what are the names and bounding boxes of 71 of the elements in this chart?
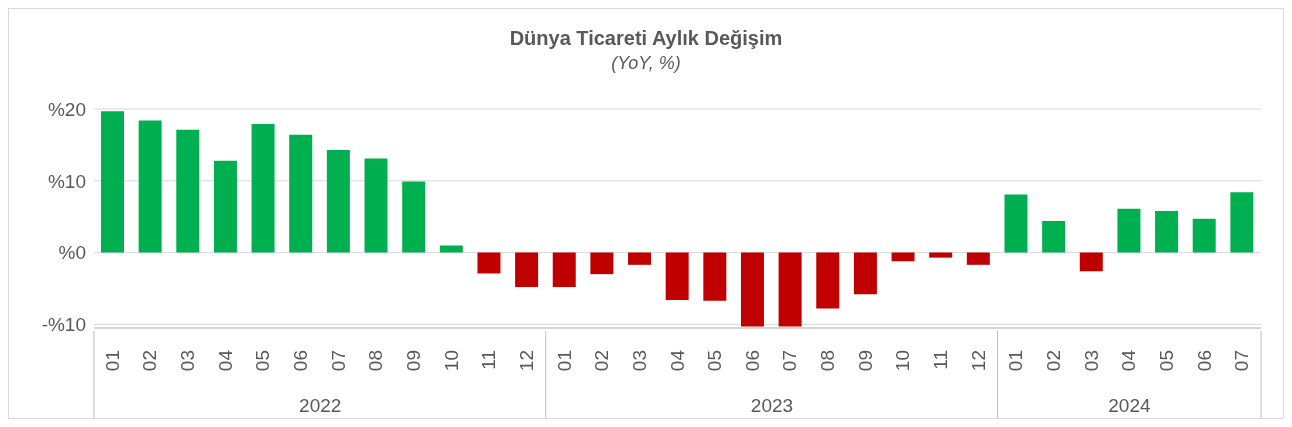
x-tick-label: 02 — [1042, 350, 1064, 372]
x-tick-label: 07 — [1231, 350, 1253, 372]
x-tick-label: 01 — [1005, 350, 1027, 372]
bar — [816, 252, 840, 309]
bar — [1230, 192, 1254, 253]
bar — [289, 134, 313, 253]
x-tick-label: 04 — [1118, 349, 1140, 372]
x-tick-label: 09 — [854, 350, 876, 372]
bar — [665, 252, 689, 300]
x-tick-label: 11 — [478, 350, 500, 370]
bar — [213, 160, 237, 253]
bar — [101, 111, 124, 253]
bar — [1192, 218, 1216, 253]
x-tick-label: 05 — [704, 350, 726, 372]
x-tick-label: 05 — [252, 350, 274, 372]
x-tick-label: 06 — [290, 350, 312, 372]
x-tick-label: 06 — [741, 350, 763, 372]
x-tick-label: 01 — [553, 350, 575, 372]
x-tick-label: 02 — [591, 350, 613, 372]
chart-title: Dünya Ticareti Aylık Değişim — [508, 27, 784, 50]
x-tick-label: 12 — [967, 350, 989, 372]
bar — [1079, 252, 1103, 272]
bar — [590, 252, 614, 275]
bar — [552, 252, 576, 288]
bar — [1042, 221, 1066, 253]
bar — [477, 252, 501, 274]
bar — [1155, 210, 1179, 253]
x-tick-label: 10 — [892, 350, 914, 372]
x-tick-label: 01 — [101, 350, 123, 372]
bar — [628, 252, 652, 265]
bar — [891, 252, 915, 262]
bar — [176, 129, 200, 253]
bar — [439, 245, 463, 253]
text: 2022 — [299, 395, 342, 416]
chart-subtitle: (YoY, %) — [610, 53, 682, 74]
x-tick-label: 07 — [327, 350, 349, 372]
x-tick-label: 07 — [779, 350, 801, 372]
x-tick-label: 11 — [930, 350, 952, 370]
bar — [703, 252, 727, 301]
y-tick-label: %10 — [47, 170, 86, 192]
x-tick-label: 10 — [440, 350, 462, 372]
text: 2023 — [750, 395, 794, 416]
x-tick-label: 06 — [1193, 350, 1215, 372]
x-tick-label: 03 — [628, 350, 650, 372]
bar — [364, 158, 388, 253]
y-tick-label: %0 — [58, 242, 86, 264]
bar — [1004, 194, 1028, 253]
x-tick-label: 12 — [515, 350, 537, 372]
x-tick-label: 02 — [139, 350, 161, 372]
x-tick-label: 05 — [1155, 350, 1177, 372]
bar — [515, 252, 539, 288]
text: 2024 — [1108, 395, 1151, 416]
x-tick-label: 09 — [402, 350, 424, 372]
bar — [326, 149, 350, 253]
bar — [251, 124, 275, 253]
bar — [966, 252, 990, 265]
bar — [1117, 208, 1141, 253]
x-tick-label: 08 — [817, 350, 839, 372]
x-tick-label: 04 — [666, 349, 688, 372]
y-tick-label: %20 — [47, 98, 86, 120]
bar — [929, 252, 953, 258]
bar — [138, 120, 162, 253]
bar — [778, 252, 802, 327]
x-tick-label: 04 — [214, 349, 236, 372]
bar — [853, 252, 877, 295]
x-tick-label: 03 — [1080, 350, 1102, 372]
x-tick-label: 08 — [365, 350, 387, 372]
y-tick-label: -%10 — [41, 314, 86, 336]
bar — [740, 252, 764, 327]
bar — [402, 181, 426, 253]
x-tick-label: 03 — [177, 350, 199, 372]
